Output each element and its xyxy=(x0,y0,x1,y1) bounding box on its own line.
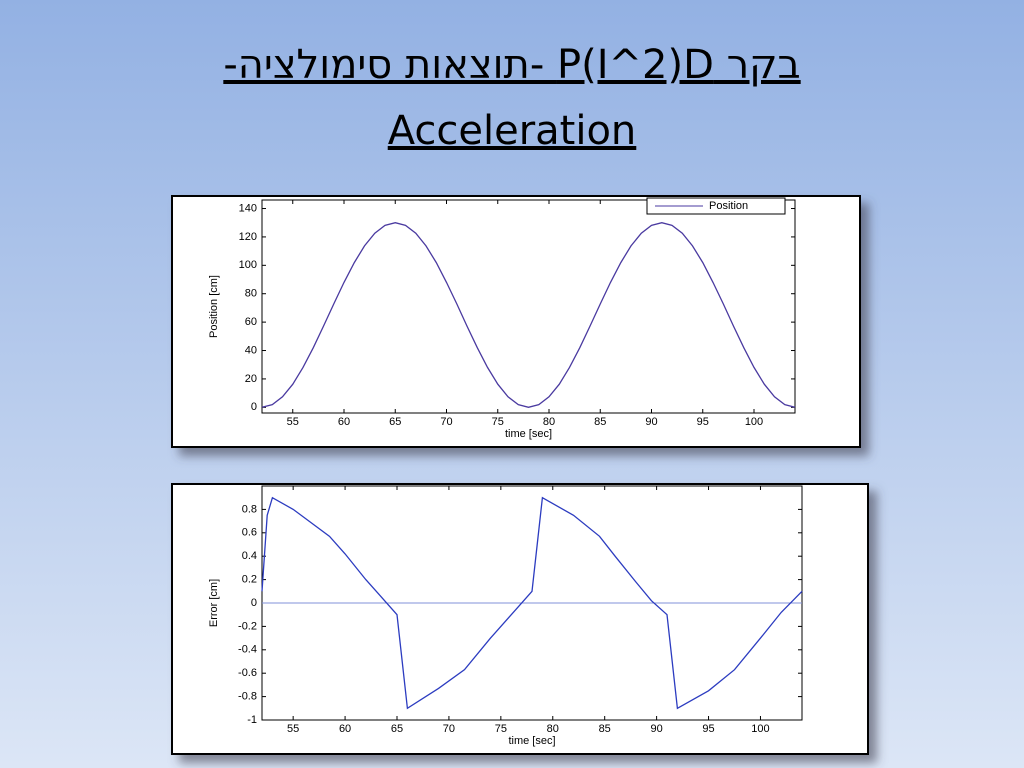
y-tick-label: 0.8 xyxy=(242,503,257,515)
x-tick-label: 80 xyxy=(547,723,559,735)
plot-area xyxy=(261,199,796,414)
y-tick-label: 80 xyxy=(245,288,257,300)
x-tick-label: 100 xyxy=(745,416,763,428)
data-line xyxy=(261,222,796,408)
x-tick-label: 60 xyxy=(339,723,351,735)
y-tick-label: 60 xyxy=(245,316,257,328)
y-tick-label: 20 xyxy=(245,373,257,385)
y-tick-label: -0.8 xyxy=(238,691,257,703)
y-tick-label: -0.4 xyxy=(238,644,257,656)
x-tick-label: 90 xyxy=(650,723,662,735)
y-tick-label: 100 xyxy=(239,259,257,271)
y-tick-label: -0.6 xyxy=(238,667,257,679)
y-tick-label: -1 xyxy=(247,714,257,726)
y-tick-label: 0.6 xyxy=(242,527,257,539)
x-tick-label: 65 xyxy=(389,416,401,428)
y-tick-label: 40 xyxy=(245,344,257,356)
legend-label: Position xyxy=(709,200,748,212)
x-tick-label: 55 xyxy=(287,416,299,428)
x-tick-label: 100 xyxy=(751,723,769,735)
x-axis-label: time [sec] xyxy=(505,428,552,440)
x-tick-label: 85 xyxy=(594,416,606,428)
x-tick-label: 60 xyxy=(338,416,350,428)
y-tick-label: 0.4 xyxy=(242,550,257,562)
y-tick-label: -0.2 xyxy=(238,620,257,632)
x-tick-label: 55 xyxy=(287,723,299,735)
x-tick-label: 75 xyxy=(492,416,504,428)
y-axis-label: Error [cm] xyxy=(208,579,220,627)
x-tick-label: 95 xyxy=(702,723,714,735)
x-tick-label: 95 xyxy=(697,416,709,428)
y-tick-label: 0 xyxy=(251,597,257,609)
y-tick-label: 0 xyxy=(251,401,257,413)
x-tick-label: 85 xyxy=(599,723,611,735)
x-tick-label: 70 xyxy=(440,416,452,428)
x-tick-label: 75 xyxy=(495,723,507,735)
x-tick-label: 90 xyxy=(645,416,657,428)
y-tick-label: 0.2 xyxy=(242,574,257,586)
slide-title: בקר P(I^2)D -תוצאות סימולציה- xyxy=(223,42,801,88)
y-axis-label: Position [cm] xyxy=(208,275,220,338)
slide-subtitle: Acceleration xyxy=(387,108,637,154)
y-tick-label: 120 xyxy=(239,231,257,243)
x-tick-label: 70 xyxy=(443,723,455,735)
legend-box xyxy=(646,197,786,215)
y-tick-label: 140 xyxy=(239,202,257,214)
data-line xyxy=(261,496,803,710)
x-axis-label: time [sec] xyxy=(508,735,555,747)
x-tick-label: 65 xyxy=(391,723,403,735)
x-tick-label: 80 xyxy=(543,416,555,428)
